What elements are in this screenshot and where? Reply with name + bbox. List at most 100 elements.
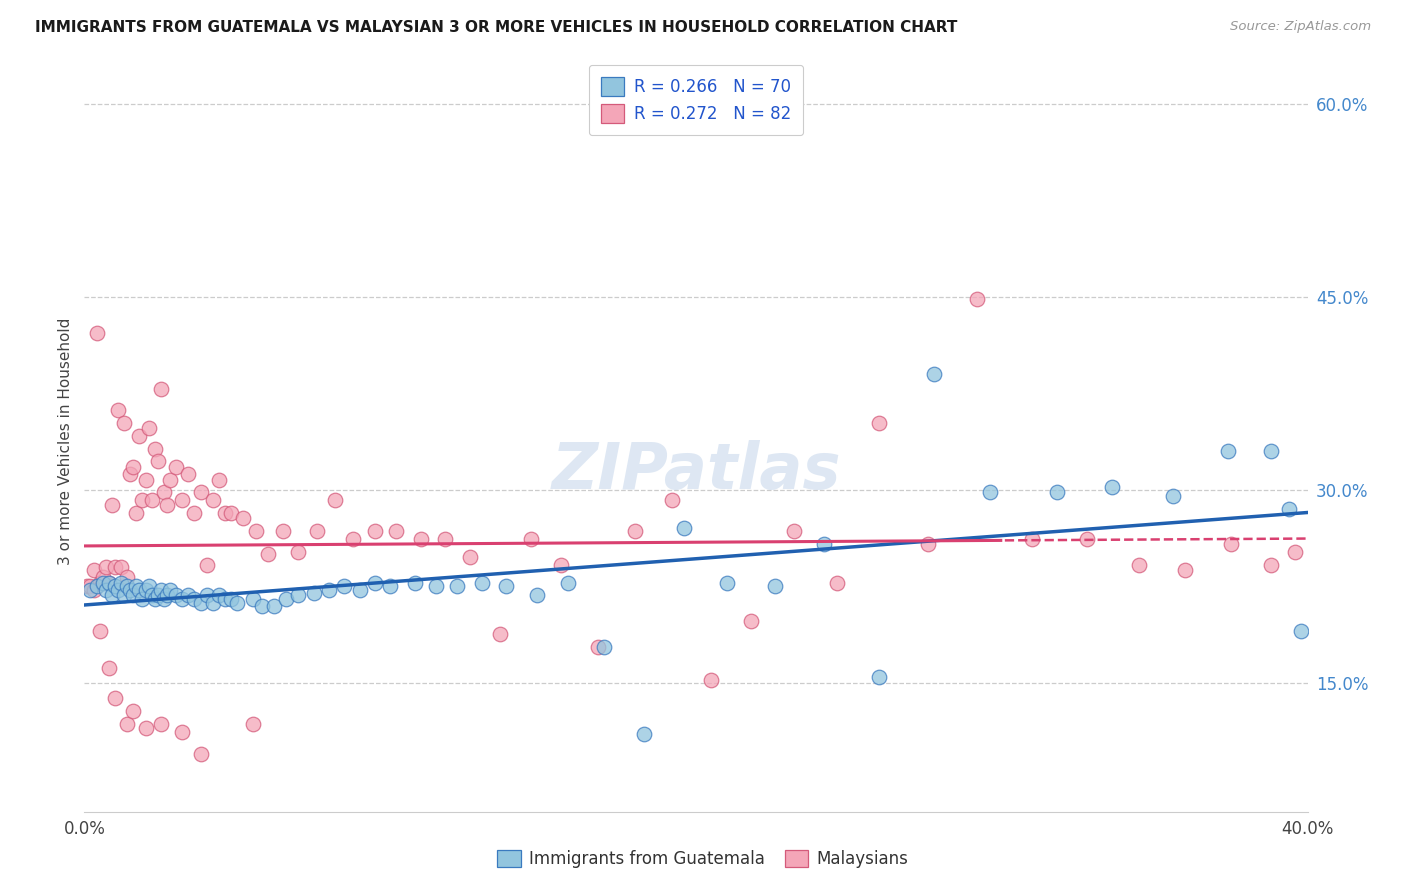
Text: Source: ZipAtlas.com: Source: ZipAtlas.com	[1230, 20, 1371, 33]
Point	[302, 586, 325, 600]
Point	[141, 588, 163, 602]
Point	[593, 640, 616, 654]
Point	[624, 524, 647, 538]
Point	[208, 473, 231, 487]
Point	[112, 588, 135, 602]
Point	[115, 570, 138, 584]
Point	[924, 367, 946, 381]
Point	[287, 544, 309, 558]
Point	[94, 583, 117, 598]
Point	[190, 747, 212, 761]
Point	[79, 583, 101, 598]
Point	[125, 506, 148, 520]
Point	[1128, 558, 1150, 572]
Point	[586, 640, 609, 654]
Point	[97, 660, 120, 674]
Point	[76, 579, 98, 593]
Point	[83, 563, 105, 577]
Point	[226, 596, 249, 610]
Point	[141, 493, 163, 508]
Point	[120, 467, 142, 482]
Point	[333, 579, 356, 593]
Point	[257, 547, 280, 561]
Point	[208, 588, 231, 602]
Point	[214, 592, 236, 607]
Point	[89, 624, 111, 639]
Point	[489, 627, 512, 641]
Point	[364, 524, 387, 538]
Point	[156, 498, 179, 512]
Point	[404, 575, 426, 590]
Point	[409, 532, 432, 546]
Point	[242, 717, 264, 731]
Text: ZIPatlas: ZIPatlas	[551, 440, 841, 502]
Point	[83, 583, 105, 598]
Point	[201, 493, 224, 508]
Point	[146, 588, 169, 602]
Point	[86, 579, 108, 593]
Point	[1260, 558, 1282, 572]
Point	[149, 383, 172, 397]
Point	[219, 592, 242, 607]
Point	[1046, 485, 1069, 500]
Point	[122, 459, 145, 474]
Point	[1216, 444, 1239, 458]
Point	[446, 579, 468, 593]
Point	[156, 588, 179, 602]
Point	[89, 575, 111, 590]
Point	[364, 575, 387, 590]
Point	[342, 532, 364, 546]
Point	[128, 583, 150, 598]
Point	[153, 592, 176, 607]
Point	[1174, 563, 1197, 577]
Point	[79, 579, 101, 593]
Point	[97, 575, 120, 590]
Point	[91, 570, 114, 584]
Point	[242, 592, 264, 607]
Point	[305, 524, 328, 538]
Point	[550, 558, 572, 572]
Point	[201, 596, 224, 610]
Point	[159, 473, 181, 487]
Point	[183, 592, 205, 607]
Point	[195, 588, 218, 602]
Point	[120, 583, 142, 598]
Point	[263, 599, 285, 613]
Point	[471, 575, 494, 590]
Point	[110, 560, 132, 574]
Point	[172, 592, 194, 607]
Point	[250, 599, 273, 613]
Point	[765, 579, 787, 593]
Point	[104, 691, 127, 706]
Point	[869, 669, 891, 683]
Point	[1278, 502, 1301, 516]
Point	[526, 588, 548, 602]
Point	[271, 524, 294, 538]
Point	[115, 579, 138, 593]
Point	[165, 459, 187, 474]
Point	[979, 485, 1001, 500]
Point	[783, 524, 806, 538]
Point	[138, 579, 160, 593]
Point	[813, 537, 835, 551]
Point	[434, 532, 457, 546]
Point	[1021, 532, 1043, 546]
Point	[825, 575, 848, 590]
Point	[276, 592, 298, 607]
Point	[214, 506, 236, 520]
Point	[633, 727, 655, 741]
Point	[97, 575, 120, 590]
Point	[1260, 444, 1282, 458]
Point	[232, 511, 254, 525]
Point	[104, 579, 127, 593]
Point	[323, 493, 346, 508]
Point	[1161, 489, 1184, 503]
Point	[190, 596, 212, 610]
Point	[94, 560, 117, 574]
Point	[349, 583, 371, 598]
Point	[135, 583, 157, 598]
Point	[172, 725, 194, 739]
Point	[146, 454, 169, 468]
Point	[135, 721, 157, 735]
Point	[122, 704, 145, 718]
